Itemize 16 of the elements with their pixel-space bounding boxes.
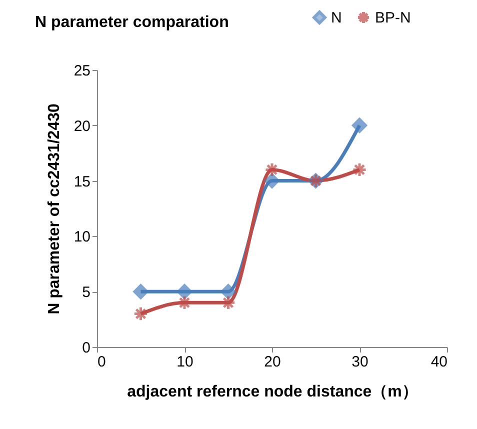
chart-title: N parameter comparation [35, 14, 229, 31]
y-axis-title: N parameter of cc2431/2430 [46, 104, 63, 314]
y-tick-label: 10 [74, 228, 90, 246]
y-tick-label: 15 [74, 173, 90, 190]
y-tick-label: 20 [74, 118, 90, 135]
y-tick-label: 25 [74, 62, 90, 80]
legend-label: N [331, 10, 342, 27]
x-tick-label: 30 [352, 354, 368, 370]
x-tick-label: 10 [176, 354, 194, 370]
y-tick-label: 0 [82, 340, 90, 356]
x-tick-label: 0 [98, 354, 106, 370]
x-tick-label: 20 [264, 354, 281, 370]
x-tick-label: 40 [430, 354, 448, 370]
y-tick-label: 5 [82, 284, 90, 302]
x-axis-title: adjacent refernce node distance（m） [127, 384, 418, 400]
legend-label: BP-N [375, 10, 411, 27]
